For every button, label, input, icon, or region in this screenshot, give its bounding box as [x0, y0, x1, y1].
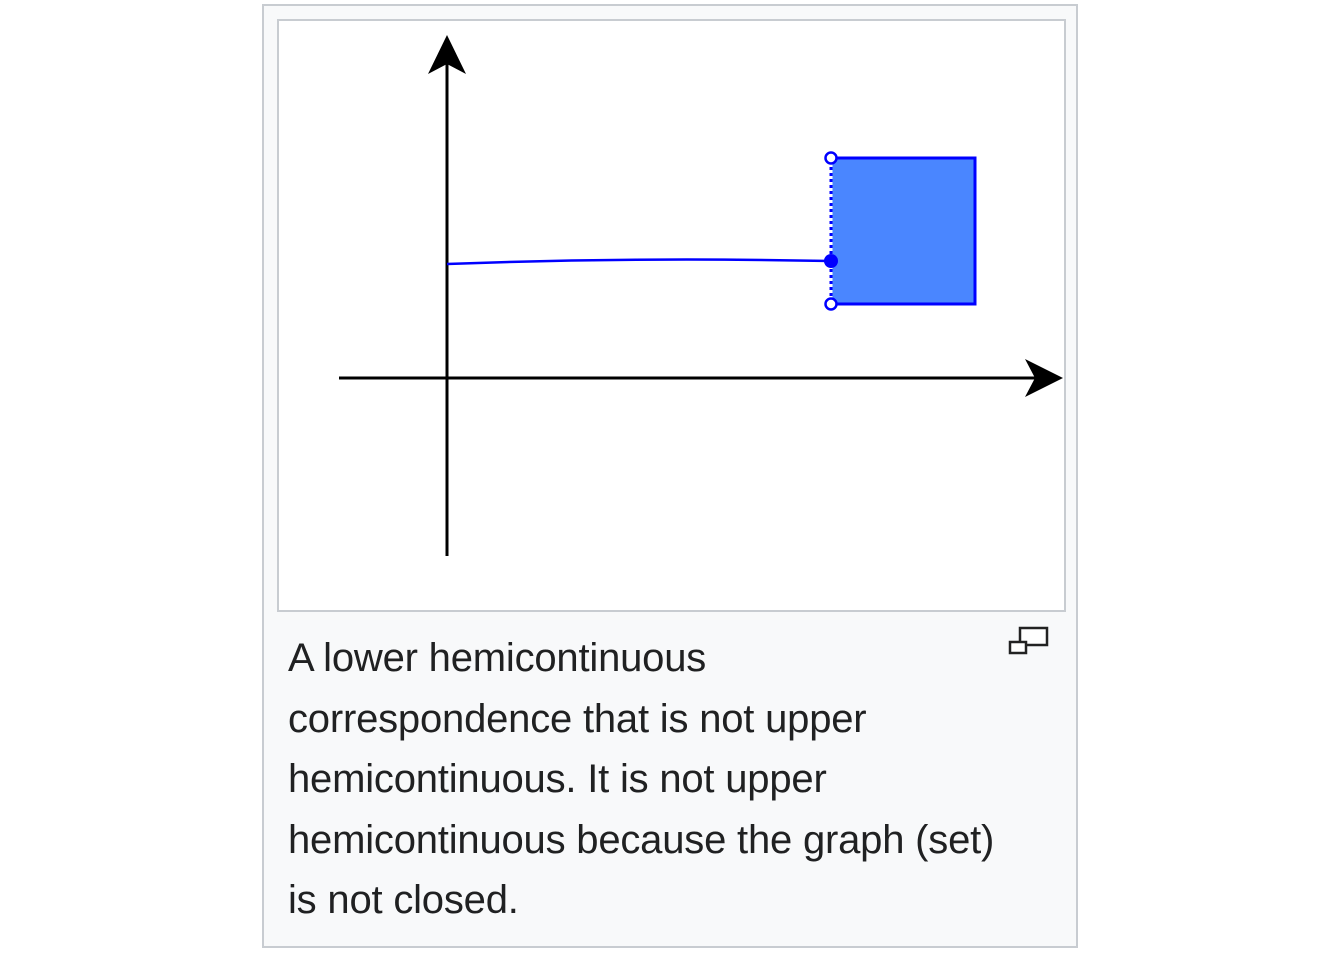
figure-thumbnail: A lower hemicontinuous correspondence th… — [262, 4, 1078, 948]
magnify-clip-icon[interactable] — [1008, 626, 1050, 660]
closed-point — [824, 254, 838, 268]
diagram-image[interactable] — [277, 19, 1066, 612]
enlarge-icon — [1008, 626, 1050, 660]
open-point-top — [826, 153, 837, 164]
diagram-svg — [279, 21, 1064, 610]
function-curve — [447, 260, 831, 264]
set-valued-region — [831, 158, 975, 304]
open-point-bottom — [826, 299, 837, 310]
figure-caption: A lower hemicontinuous correspondence th… — [288, 628, 998, 931]
